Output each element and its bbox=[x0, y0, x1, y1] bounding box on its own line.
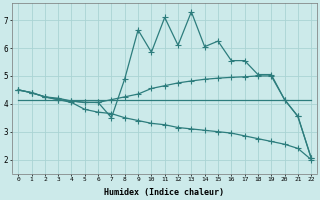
X-axis label: Humidex (Indice chaleur): Humidex (Indice chaleur) bbox=[104, 188, 224, 197]
